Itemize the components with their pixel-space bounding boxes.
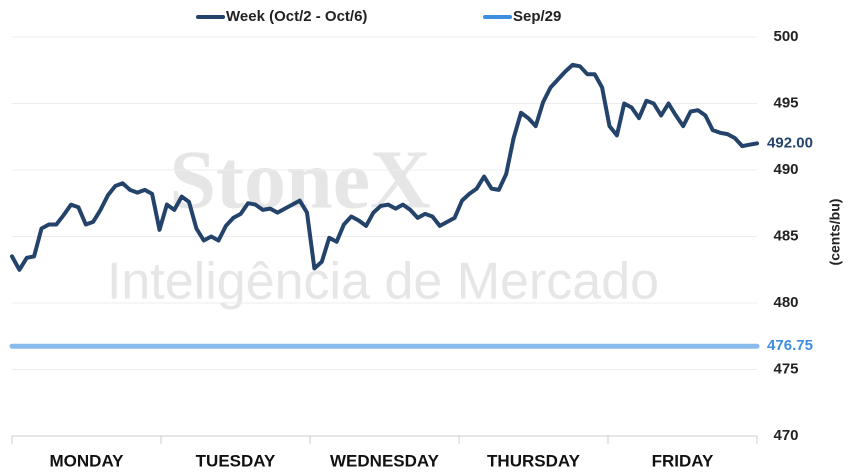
legend-label: Sep/29 — [513, 8, 561, 25]
y-axis-label: (cents/bu) — [827, 199, 843, 266]
y-tick-label: 480 — [773, 294, 798, 311]
x-tick-label: THURSDAY — [487, 451, 581, 470]
legend-label: Week (Oct/2 - Oct/6) — [226, 8, 367, 25]
x-tick-label: FRIDAY — [652, 451, 714, 470]
x-tick-label: TUESDAY — [196, 451, 276, 470]
watermark: StoneX — [169, 133, 430, 226]
watermark: Inteligência de Mercado — [107, 253, 659, 311]
y-tick-label: 485 — [773, 227, 798, 244]
series-line — [10, 62, 759, 272]
y-tick-label: 495 — [773, 94, 798, 111]
y-tick-label: 490 — [773, 161, 798, 178]
x-tick-label: MONDAY — [50, 451, 125, 470]
end-value-label: 492.00 — [767, 134, 813, 151]
y-tick-label: 500 — [773, 28, 798, 45]
x-tick-label: WEDNESDAY — [330, 451, 440, 470]
y-tick-label: 475 — [773, 360, 798, 377]
y-tick-label: 470 — [773, 427, 798, 444]
end-value-label: 476.75 — [767, 337, 813, 354]
